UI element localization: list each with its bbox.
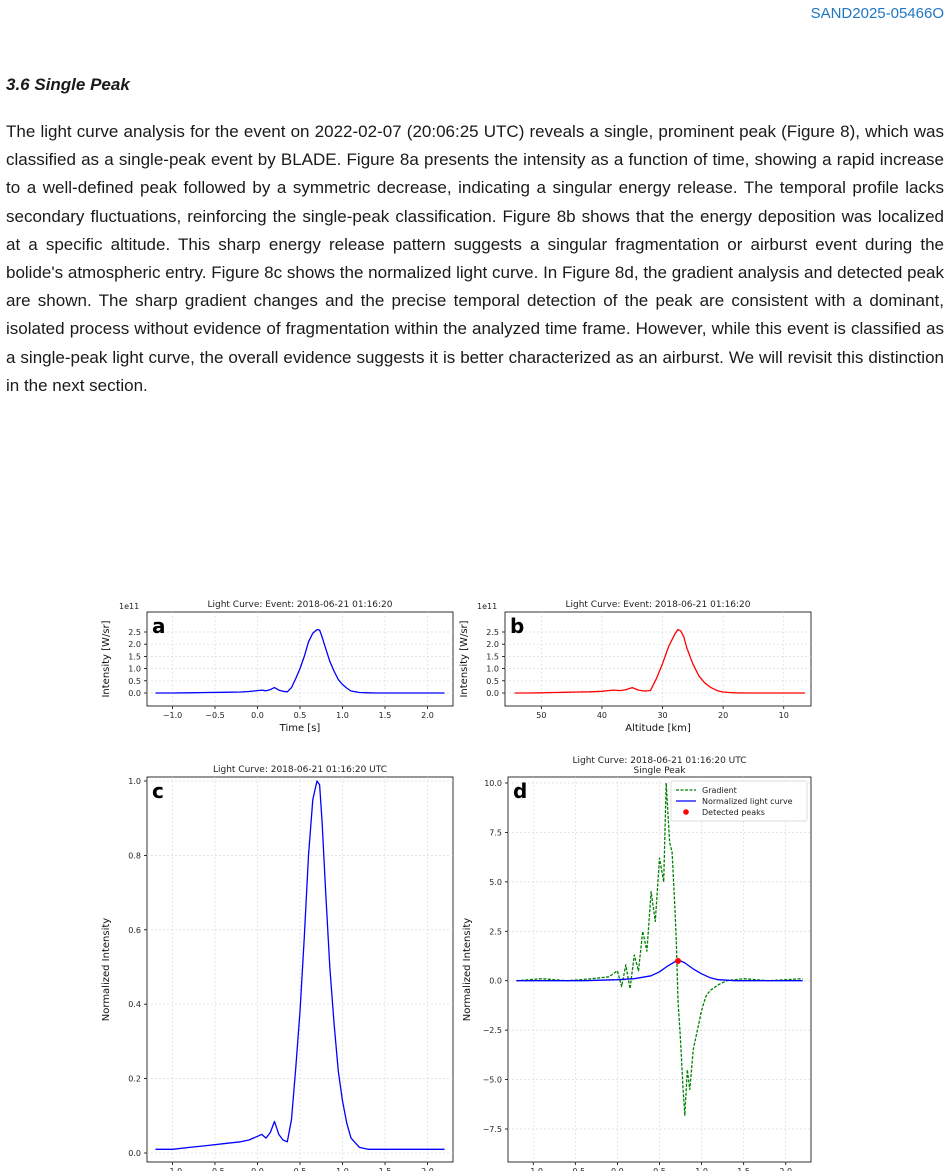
chart-title: Light Curve: Event: 2018-06-21 01:16:20: [207, 600, 392, 610]
x-tick-label: 2.0: [421, 1167, 434, 1171]
plot-frame: [504, 611, 812, 707]
x-tick-label: 0.5: [294, 711, 307, 720]
y-tick-label: 1.0: [486, 665, 499, 674]
axis-offset-label: 1e11: [477, 602, 497, 611]
y-tick-label: −7.5: [483, 1125, 502, 1134]
y-tick-label: 0.8: [128, 851, 141, 860]
series-line-c: [155, 780, 445, 1150]
panel-letter-c: c: [152, 779, 164, 803]
chart-panel-a: 0.0 0.5 1.0 1.5 2.0 2.5 −1.0 −0.5 0.0 0.5 1.0 1.5 2.…: [101, 600, 454, 734]
chart-panel-d: 10.0 7.5 5.0 2.5 0.0 −2.5 −5.0 −7.5 −1.0 −0.5 0.0 0…: [462, 756, 812, 1171]
x-tick-label: 0.5: [294, 1167, 307, 1171]
y-tick-label: 1.0: [128, 777, 141, 786]
y-tick-label: 0.0: [489, 977, 502, 986]
chart-subtitle: Single Peak: [634, 766, 687, 776]
x-tick-label: −1.0: [524, 1167, 543, 1171]
panel-letter-a: a: [152, 614, 166, 638]
series-line-b: [514, 628, 805, 694]
document-id: SAND2025-05466O: [810, 5, 944, 22]
y-tick-label: 2.0: [486, 640, 499, 649]
x-tick-label: −0.5: [205, 1167, 224, 1171]
x-axis-label: Altitude [km]: [625, 723, 691, 734]
chart-panel-c: 0.0 0.2 0.4 0.6 0.8 1.0 −1.0 −0.5 0.0 0.5 1.0 1.5 2.…: [101, 765, 454, 1171]
x-tick-label: −1.0: [163, 711, 182, 720]
x-tick-label: 1.0: [695, 1167, 708, 1171]
legend-box: [670, 780, 808, 822]
y-tick-label: 0.0: [128, 689, 141, 698]
y-tick-label: 10.0: [484, 779, 502, 788]
y-tick-label: 5.0: [489, 878, 502, 887]
y-tick-label: 2.0: [128, 640, 141, 649]
y-tick-label: 0.4: [128, 1000, 141, 1009]
panel-letter-d: d: [513, 779, 527, 803]
x-tick-label: 50: [536, 711, 546, 720]
chart-title: Light Curve: Event: 2018-06-21 01:16:20: [565, 600, 750, 610]
legend-entry: Normalized light curve: [702, 797, 793, 806]
chart-title: Light Curve: 2018-06-21 01:16:20 UTC: [213, 765, 387, 775]
x-tick-label: 10: [779, 711, 789, 720]
x-tick-label: −0.5: [566, 1167, 585, 1171]
x-tick-label: 1.0: [336, 1167, 349, 1171]
legend-marker: [683, 809, 689, 815]
y-tick-label: 0.0: [486, 689, 499, 698]
y-tick-label: −5.0: [483, 1076, 502, 1085]
y-axis-label: Normalized Intensity: [462, 918, 473, 1021]
chart-legend: Gradient Normalized light curve Detected p…: [670, 780, 808, 822]
y-tick-label: 2.5: [128, 628, 141, 637]
legend-entry: Gradient: [702, 786, 737, 795]
y-tick-label: 0.2: [128, 1075, 141, 1084]
y-tick-label: 2.5: [489, 927, 502, 936]
x-tick-label: 20: [718, 711, 728, 720]
y-tick-label: 2.5: [486, 628, 499, 637]
axis-offset-label: 1e11: [119, 602, 139, 611]
y-tick-label: 0.5: [128, 677, 141, 686]
chart-panel-b: 0.0 0.5 1.0 1.5 2.0 2.5 50 40 30 20 10 Light Curve:…: [459, 600, 812, 734]
y-tick-label: 1.0: [128, 665, 141, 674]
y-tick-label: 0.5: [486, 677, 499, 686]
x-tick-label: 1.0: [336, 711, 349, 720]
y-axis-label: Normalized Intensity: [101, 918, 112, 1021]
y-tick-label: −2.5: [483, 1026, 502, 1035]
x-tick-label: 1.5: [379, 711, 392, 720]
x-tick-label: 0.0: [251, 711, 264, 720]
x-tick-label: −0.5: [205, 711, 224, 720]
y-tick-label: 0.0: [128, 1149, 141, 1158]
body-paragraph: The light curve analysis for the event o…: [6, 122, 944, 395]
y-tick-label: 1.5: [128, 652, 141, 661]
x-tick-label: 0.5: [653, 1167, 666, 1171]
y-tick-label: 7.5: [489, 828, 502, 837]
y-tick-label: 0.6: [128, 926, 141, 935]
chart-title: Light Curve: 2018-06-21 01:16:20 UTC: [572, 756, 746, 766]
plot-frame: [146, 611, 454, 707]
x-tick-label: 0.0: [251, 1167, 264, 1171]
panel-letter-b: b: [510, 614, 524, 638]
x-axis-label: Time [s]: [279, 723, 321, 734]
y-axis-label: Intensity [W/sr]: [459, 620, 470, 697]
detected-peak-point: [675, 957, 682, 964]
x-tick-label: 2.0: [779, 1167, 792, 1171]
x-tick-label: 30: [657, 711, 667, 720]
x-tick-label: 1.5: [737, 1167, 750, 1171]
legend-entry: Detected peaks: [702, 808, 765, 817]
series-line-a: [155, 628, 445, 694]
x-tick-label: 2.0: [421, 711, 434, 720]
x-tick-label: 0.0: [611, 1167, 624, 1171]
section-heading: 3.6 Single Peak: [6, 75, 130, 94]
x-tick-label: −1.0: [163, 1167, 182, 1171]
y-tick-label: 1.5: [486, 652, 499, 661]
x-tick-label: 1.5: [379, 1167, 392, 1171]
x-tick-label: 40: [597, 711, 607, 720]
series-line-gradient: [516, 782, 803, 1116]
y-axis-label: Intensity [W/sr]: [101, 620, 112, 697]
